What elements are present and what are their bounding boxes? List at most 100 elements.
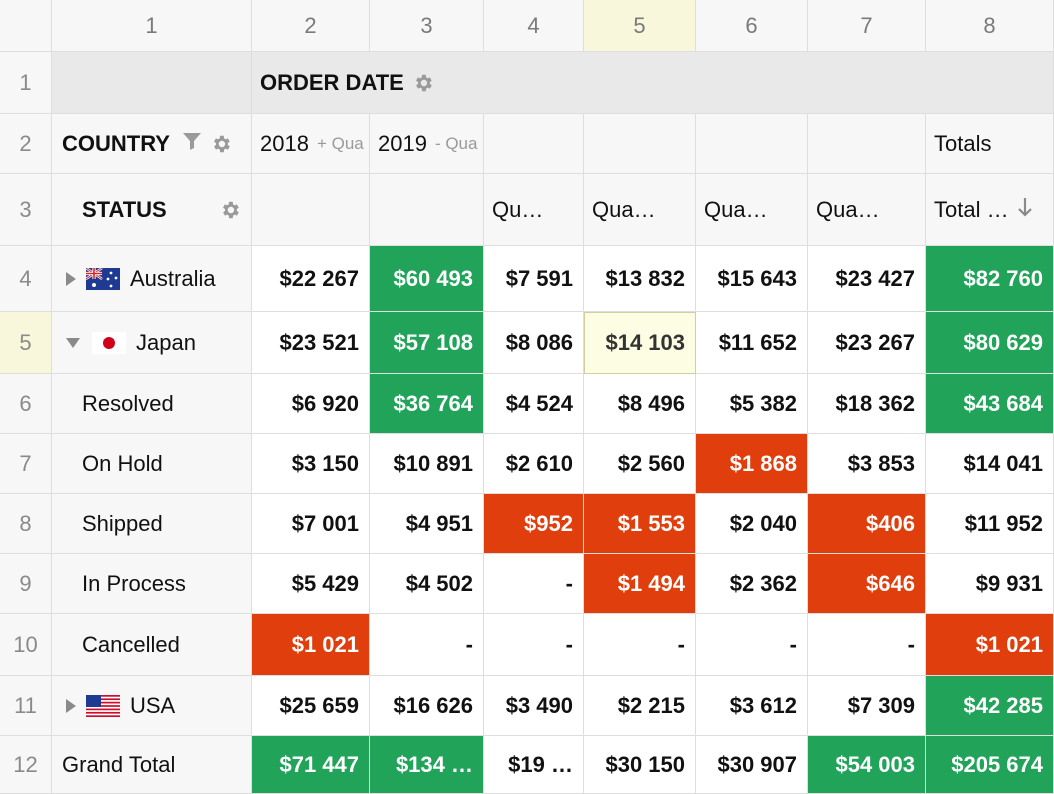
value-cell[interactable]: - [696, 614, 808, 676]
sort-down-icon[interactable] [1017, 196, 1033, 224]
value-cell[interactable]: $42 285 [926, 676, 1054, 736]
column-header[interactable]: 8 [926, 0, 1054, 52]
row-header[interactable]: 11 [0, 676, 52, 736]
value-cell[interactable]: $57 108 [370, 312, 484, 374]
value-cell[interactable]: $2 560 [584, 434, 696, 494]
column-header[interactable]: 4 [484, 0, 584, 52]
row-header[interactable]: 5 [0, 312, 52, 374]
column-header[interactable]: 6 [696, 0, 808, 52]
quarter-header[interactable]: Qua… [808, 174, 926, 246]
row-label[interactable]: On Hold [52, 434, 252, 494]
value-cell[interactable]: $646 [808, 554, 926, 614]
gear-icon[interactable] [210, 133, 232, 155]
value-cell[interactable]: $2 362 [696, 554, 808, 614]
row-header[interactable]: 7 [0, 434, 52, 494]
value-cell[interactable]: $30 907 [696, 736, 808, 794]
year-2019-header[interactable]: 2019 - Qua [370, 114, 484, 174]
value-cell[interactable]: $406 [808, 494, 926, 554]
value-cell[interactable]: $1 494 [584, 554, 696, 614]
value-cell[interactable]: $4 502 [370, 554, 484, 614]
order-date-header[interactable]: ORDER DATE [252, 52, 1054, 114]
value-cell[interactable]: $30 150 [584, 736, 696, 794]
value-cell[interactable]: $82 760 [926, 246, 1054, 312]
value-cell[interactable]: - [808, 614, 926, 676]
value-cell[interactable]: $1 868 [696, 434, 808, 494]
row-header[interactable]: 12 [0, 736, 52, 794]
row-header[interactable]: 4 [0, 246, 52, 312]
value-cell[interactable]: $7 591 [484, 246, 584, 312]
quarter-header[interactable]: Qua… [696, 174, 808, 246]
value-cell[interactable]: $23 427 [808, 246, 926, 312]
column-header[interactable]: 7 [808, 0, 926, 52]
value-cell[interactable]: $3 853 [808, 434, 926, 494]
column-header[interactable]: 2 [252, 0, 370, 52]
value-cell[interactable]: $14 103 [584, 312, 696, 374]
row-header[interactable]: 8 [0, 494, 52, 554]
row-label[interactable]: In Process [52, 554, 252, 614]
value-cell[interactable]: - [484, 554, 584, 614]
value-cell[interactable]: $2 040 [696, 494, 808, 554]
expand-caret-icon[interactable] [66, 271, 76, 286]
filter-icon[interactable] [182, 131, 202, 157]
row-label[interactable]: Grand Total [52, 736, 252, 794]
row-label[interactable]: USA [52, 676, 252, 736]
gear-icon[interactable] [219, 199, 241, 221]
value-cell[interactable]: - [484, 614, 584, 676]
value-cell[interactable]: $9 931 [926, 554, 1054, 614]
row-label[interactable]: Shipped [52, 494, 252, 554]
value-cell[interactable]: $80 629 [926, 312, 1054, 374]
value-cell[interactable]: $36 764 [370, 374, 484, 434]
value-cell[interactable]: $205 674 [926, 736, 1054, 794]
value-cell[interactable]: $952 [484, 494, 584, 554]
column-header[interactable]: 5 [584, 0, 696, 52]
value-cell[interactable]: $7 001 [252, 494, 370, 554]
row-header[interactable]: 2 [0, 114, 52, 174]
value-cell[interactable]: $1 553 [584, 494, 696, 554]
value-cell[interactable]: $3 490 [484, 676, 584, 736]
value-cell[interactable]: $15 643 [696, 246, 808, 312]
quarter-header[interactable]: Qu… [484, 174, 584, 246]
value-cell[interactable]: $134 … [370, 736, 484, 794]
gear-icon[interactable] [412, 72, 434, 94]
value-cell[interactable]: $2 215 [584, 676, 696, 736]
column-header[interactable]: 3 [370, 0, 484, 52]
row-label[interactable]: Japan [52, 312, 252, 374]
value-cell[interactable]: $11 952 [926, 494, 1054, 554]
value-cell[interactable]: $3 612 [696, 676, 808, 736]
value-cell[interactable]: $2 610 [484, 434, 584, 494]
row-header[interactable]: 6 [0, 374, 52, 434]
value-cell[interactable]: $16 626 [370, 676, 484, 736]
value-cell[interactable]: $23 521 [252, 312, 370, 374]
collapse-caret-icon[interactable] [66, 337, 80, 348]
quarter-header[interactable]: Qua… [584, 174, 696, 246]
row-label[interactable]: Australia [52, 246, 252, 312]
value-cell[interactable]: $13 832 [584, 246, 696, 312]
value-cell[interactable]: $1 021 [252, 614, 370, 676]
value-cell[interactable]: $4 951 [370, 494, 484, 554]
row-header[interactable]: 1 [0, 52, 52, 114]
value-cell[interactable]: $8 086 [484, 312, 584, 374]
collapse-2019-link[interactable]: - Qua [434, 133, 478, 153]
total-column-header[interactable]: Total … [926, 174, 1054, 246]
value-cell[interactable]: $18 362 [808, 374, 926, 434]
value-cell[interactable]: - [370, 614, 484, 676]
row-label[interactable]: Cancelled [52, 614, 252, 676]
value-cell[interactable]: $25 659 [252, 676, 370, 736]
expand-2018-link[interactable]: + Qua [316, 133, 364, 153]
value-cell[interactable]: $60 493 [370, 246, 484, 312]
country-header[interactable]: COUNTRY [52, 114, 252, 174]
value-cell[interactable]: $8 496 [584, 374, 696, 434]
row-header[interactable]: 3 [0, 174, 52, 246]
value-cell[interactable]: $19 … [484, 736, 584, 794]
row-header[interactable]: 10 [0, 614, 52, 676]
value-cell[interactable]: $7 309 [808, 676, 926, 736]
value-cell[interactable]: $5 429 [252, 554, 370, 614]
value-cell[interactable]: $3 150 [252, 434, 370, 494]
value-cell[interactable]: $54 003 [808, 736, 926, 794]
row-header[interactable]: 9 [0, 554, 52, 614]
value-cell[interactable]: $5 382 [696, 374, 808, 434]
row-label[interactable]: Resolved [52, 374, 252, 434]
value-cell[interactable]: $6 920 [252, 374, 370, 434]
value-cell[interactable]: $23 267 [808, 312, 926, 374]
column-header[interactable]: 1 [52, 0, 252, 52]
